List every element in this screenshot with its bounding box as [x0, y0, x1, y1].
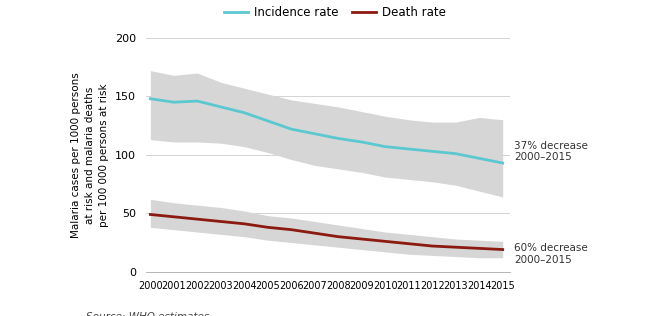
Text: 60% decrease
2000–2015: 60% decrease 2000–2015 [514, 243, 589, 265]
Text: Source: WHO estimates: Source: WHO estimates [86, 312, 209, 316]
Text: 37% decrease
2000–2015: 37% decrease 2000–2015 [514, 141, 589, 162]
Y-axis label: Malaria cases per 1000 persons
at risk and malaria deaths
per 100 000 persons at: Malaria cases per 1000 persons at risk a… [71, 72, 109, 238]
Legend: Incidence rate, Death rate: Incidence rate, Death rate [220, 2, 450, 24]
